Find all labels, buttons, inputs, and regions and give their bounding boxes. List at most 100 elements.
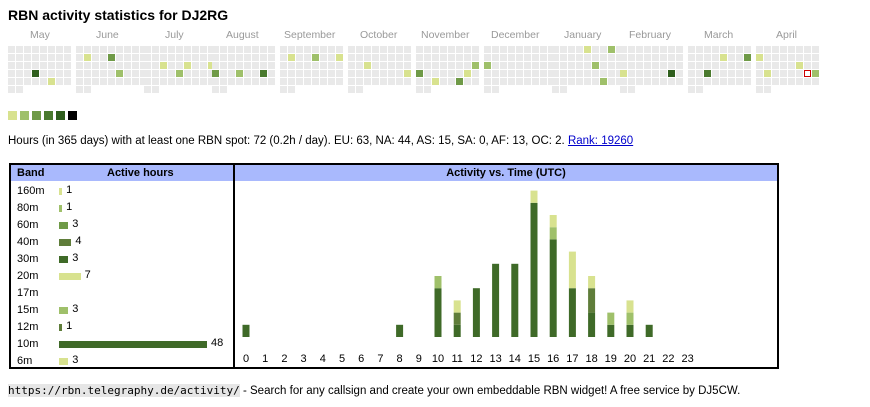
calendar-day <box>220 70 227 77</box>
calendar-day <box>772 78 779 85</box>
calendar-day <box>508 62 515 69</box>
calendar-day <box>608 54 615 61</box>
calendar-day <box>260 70 267 77</box>
calendar-day <box>140 62 147 69</box>
activity-bar-segment <box>626 312 634 325</box>
calendar-day <box>696 54 703 61</box>
calendar-day <box>500 46 507 53</box>
calendar-day <box>540 54 547 61</box>
calendar-day <box>304 62 311 69</box>
calendar-day <box>56 54 63 61</box>
calendar-day <box>416 70 423 77</box>
calendar-day <box>320 46 327 53</box>
calendar-day <box>8 62 15 69</box>
calendar-day <box>744 62 751 69</box>
calendar-day <box>704 46 711 53</box>
activity-bar-segment <box>434 288 442 337</box>
calendar-day <box>644 54 651 61</box>
calendar-day <box>668 62 675 69</box>
calendar-day <box>220 46 227 53</box>
calendar-day <box>56 62 63 69</box>
calendar-day <box>548 62 555 69</box>
calendar-day <box>584 62 591 69</box>
calendar-day <box>432 54 439 61</box>
activity-bar-segment <box>626 324 634 337</box>
calendar-day <box>492 54 499 61</box>
band-hours-bar <box>59 307 69 314</box>
activity-bar-segment <box>588 276 596 289</box>
hour-tick-label: 6 <box>358 353 364 365</box>
calendar-day <box>8 46 15 53</box>
calendar-day <box>592 70 599 77</box>
calendar-day <box>16 62 23 69</box>
calendar-day <box>652 54 659 61</box>
calendar-day <box>780 46 787 53</box>
calendar-day <box>244 54 251 61</box>
band-hours-bar <box>59 205 63 212</box>
calendar-day <box>364 78 371 85</box>
calendar-day <box>8 78 15 85</box>
rank-link[interactable]: Rank: 19260 <box>567 135 634 147</box>
calendar-day <box>668 78 675 85</box>
calendar-day <box>92 62 99 69</box>
activity-calendar <box>8 46 828 102</box>
calendar-day <box>144 78 151 85</box>
calendar-day <box>8 54 15 61</box>
calendar-day <box>396 78 403 85</box>
calendar-day <box>388 70 395 77</box>
calendar-day <box>132 46 139 53</box>
calendar-day <box>236 78 243 85</box>
hour-tick-label: 20 <box>624 353 636 365</box>
calendar-day <box>568 78 575 85</box>
calendar-day <box>780 78 787 85</box>
calendar-day <box>780 70 787 77</box>
calendar-day <box>616 78 623 85</box>
calendar-day <box>812 70 819 77</box>
calendar-day <box>736 54 743 61</box>
calendar-day <box>152 70 159 77</box>
calendar-day <box>508 54 515 61</box>
calendar-day <box>712 70 719 77</box>
calendar-day <box>16 54 23 61</box>
activity-bar-segment <box>472 288 480 337</box>
calendar-day <box>24 78 31 85</box>
calendar-day <box>756 70 763 77</box>
calendar-day <box>84 54 91 61</box>
calendar-day <box>116 46 123 53</box>
calendar-day <box>280 62 287 69</box>
calendar-day <box>396 54 403 61</box>
calendar-day <box>744 78 751 85</box>
calendar-day <box>472 46 479 53</box>
calendar-day <box>644 70 651 77</box>
calendar-day <box>628 46 635 53</box>
footer-url[interactable]: https://rbn.telegraphy.de/activity/ <box>8 384 240 397</box>
calendar-day <box>736 70 743 77</box>
calendar-day <box>492 70 499 77</box>
calendar-day <box>560 62 567 69</box>
calendar-day <box>288 86 295 93</box>
activity-bar-segment <box>549 227 557 240</box>
calendar-day <box>524 54 531 61</box>
calendar-day <box>548 78 555 85</box>
calendar-day <box>236 46 243 53</box>
activity-bar-segment <box>549 215 557 228</box>
calendar-day <box>492 78 499 85</box>
calendar-day <box>696 70 703 77</box>
calendar-day <box>464 46 471 53</box>
calendar-day <box>652 46 659 53</box>
calendar-day <box>712 46 719 53</box>
calendar-day <box>592 46 599 53</box>
calendar-day <box>712 54 719 61</box>
calendar-day <box>100 54 107 61</box>
calendar-day <box>220 54 227 61</box>
calendar-day <box>84 86 91 93</box>
calendar-day <box>260 78 267 85</box>
band-hours-bar <box>59 256 69 263</box>
calendar-day <box>652 70 659 77</box>
calendar-day <box>364 46 371 53</box>
legend-swatch <box>8 111 17 120</box>
calendar-day <box>524 62 531 69</box>
calendar-day <box>432 78 439 85</box>
calendar-day <box>192 62 199 69</box>
calendar-day <box>456 70 463 77</box>
